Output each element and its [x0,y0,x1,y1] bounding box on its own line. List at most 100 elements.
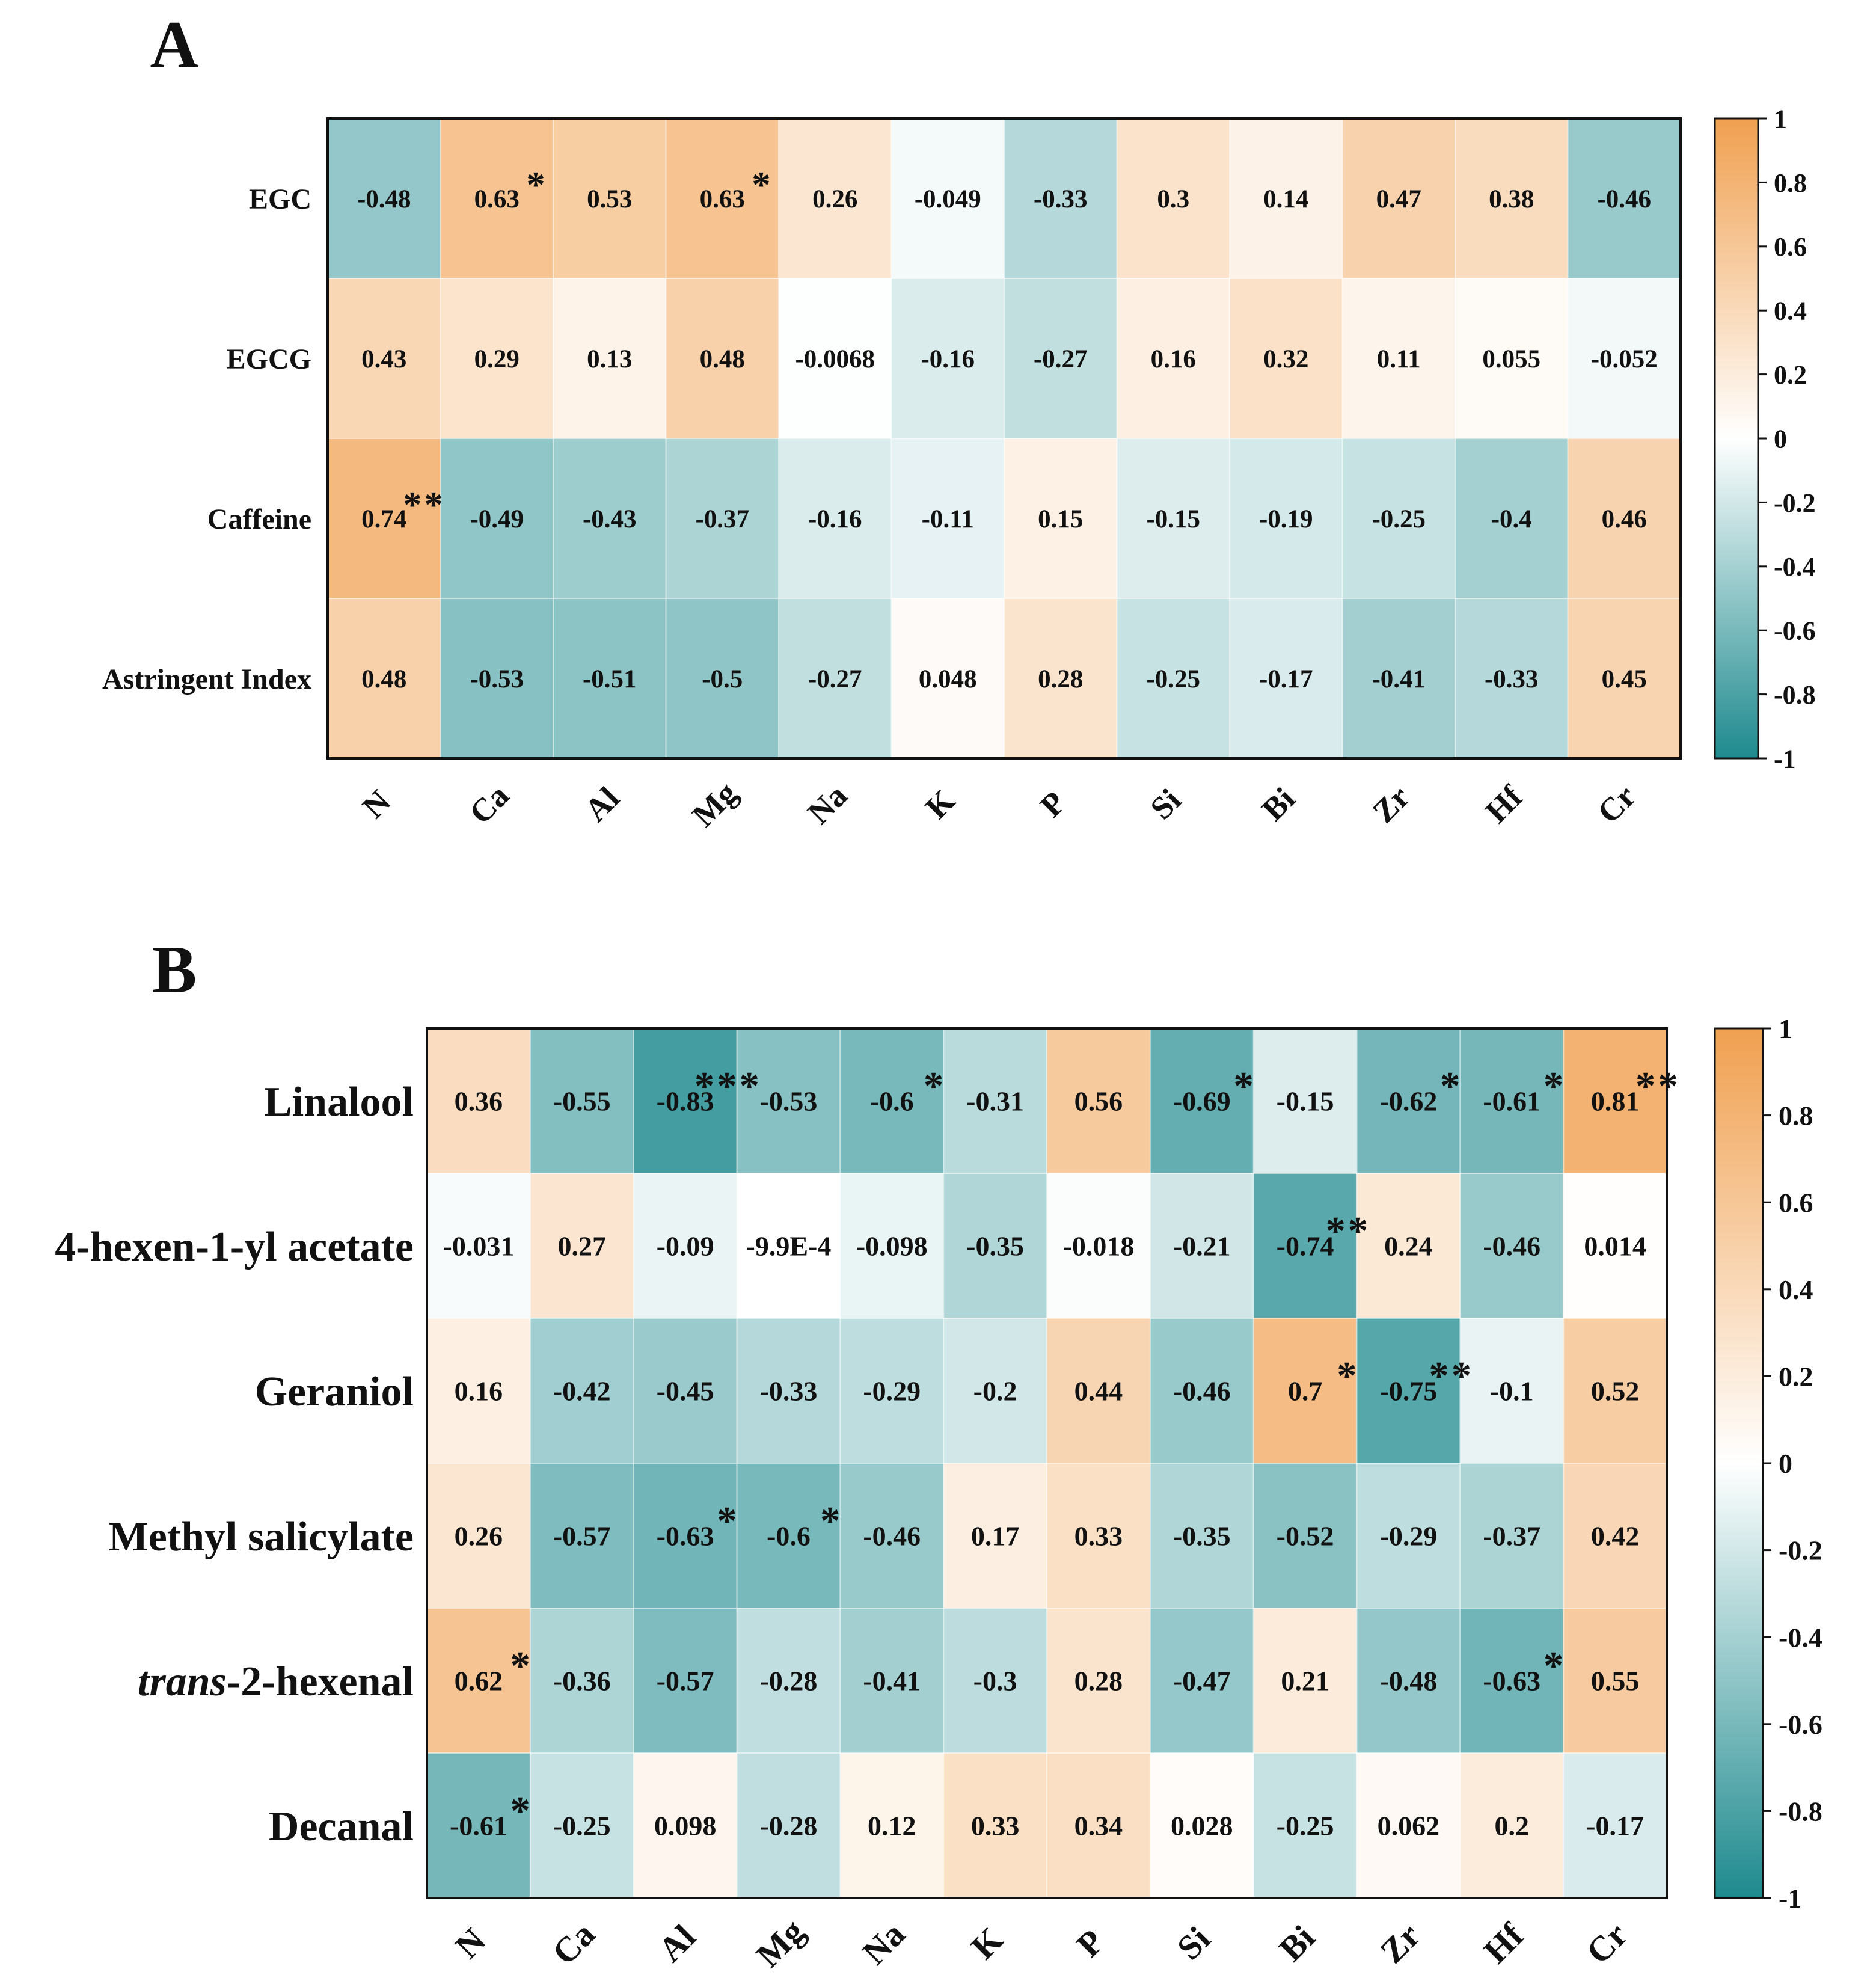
heatmap-cell [943,1463,1047,1609]
cell-value-label: -0.3 [973,1666,1017,1697]
heatmap-cell [427,1753,531,1899]
cell-value-label: 0.014 [1584,1231,1646,1262]
cell-value-label: -0.46 [1173,1376,1231,1407]
column-label: N [355,783,397,825]
colorbar-tick-label: 0.6 [1779,1187,1813,1218]
colorbar-tick-label: -0.4 [1774,552,1816,582]
heatmap-cell [328,278,441,439]
cell-value-label: -0.28 [760,1811,818,1841]
cell-value-label: 0.62 [455,1666,503,1697]
heatmap-cell [1460,1608,1564,1754]
significance-stars: * [510,1644,533,1688]
heatmap-cell [1563,1608,1667,1754]
colorbar-tick-label: 0 [1779,1448,1792,1479]
column-label: K [963,1920,1010,1967]
cell-value-label: -0.27 [1034,345,1088,373]
heatmap-cell [1230,438,1343,599]
cell-value-label: -0.75 [1380,1376,1438,1407]
cell-value-label: -0.46 [1597,185,1651,213]
cell-value-label: -0.69 [1173,1086,1231,1117]
heatmap-cell [427,1318,531,1464]
column-label: Si [1143,782,1188,826]
cell-value-label: -0.61 [1483,1086,1540,1117]
heatmap-cell [1460,1318,1564,1464]
heatmap-cell [1047,1173,1151,1319]
cell-value-label: 0.56 [1074,1086,1123,1117]
colorbar-tick-label: -0.8 [1774,680,1816,710]
cell-value-label: -0.45 [657,1376,714,1407]
column-label: Zr [1373,1915,1428,1971]
heatmap-cell [1004,118,1117,279]
heatmap-cell [1455,438,1568,599]
cell-value-label: 0.33 [971,1811,1020,1841]
heatmap-cell [1253,1028,1357,1174]
heatmap-cell [1356,1028,1461,1174]
cell-value-label: -0.48 [357,185,411,213]
heatmap-cell [1150,1463,1254,1609]
heatmap-cell [737,1463,841,1609]
heatmap-cell [737,1028,841,1174]
cell-value-label: -0.42 [553,1376,611,1407]
heatmap-cell [666,118,779,279]
cell-value-label: -0.15 [1277,1086,1334,1117]
heatmap-cell [1460,1753,1564,1899]
cell-value-label: 0.055 [1482,345,1540,373]
panel-label: A [150,8,199,82]
row-label: trans-2-hexenal [138,1659,414,1705]
cell-value-label: -0.1 [1490,1376,1534,1407]
significance-stars: ** [1429,1354,1474,1398]
heatmap-cell [553,118,666,279]
significance-stars: ** [403,484,445,526]
row-label: EGC [249,183,311,215]
column-label: Ca [462,778,516,831]
column-label: Mg [685,775,744,834]
colorbar-tick-label: 0.2 [1779,1362,1813,1392]
cell-value-label: -0.21 [1173,1231,1231,1262]
cell-value-label: 0.12 [868,1811,916,1841]
heatmap-cell [1455,598,1568,759]
heatmap-cell [1004,278,1117,439]
cell-value-label: -0.63 [1483,1666,1540,1697]
heatmap-cell [553,598,666,759]
cell-value-label: -0.2 [973,1376,1017,1407]
heatmap-cell [1342,598,1456,759]
cell-value-label: -0.74 [1277,1231,1334,1262]
cell-value-label: -0.35 [1173,1521,1231,1552]
cell-value-label: 0.27 [558,1231,607,1262]
cell-value-label: -0.83 [657,1086,714,1117]
colorbar-tick-label: 0.4 [1774,296,1807,326]
heatmap-cell [1230,118,1343,279]
heatmap-cell [1047,1753,1151,1899]
cell-value-label: 0.29 [474,345,520,373]
column-label: Al [578,780,627,829]
heatmap-cell [1117,278,1230,439]
cell-value-label: 0.062 [1378,1811,1440,1841]
cell-value-label: -0.25 [1277,1811,1334,1841]
heatmap-cell [1356,1608,1461,1754]
heatmap-border [426,1027,1668,1899]
heatmap-cell [1356,1173,1461,1319]
heatmap-cell [1047,1318,1151,1464]
heatmap-cell [737,1318,841,1464]
cell-value-label: 0.52 [1591,1376,1640,1407]
heatmap-cell [840,1753,944,1899]
heatmap-cell [840,1173,944,1319]
heatmap-cell [779,598,892,759]
cell-value-label: 0.36 [455,1086,503,1117]
column-label: Zr [1366,779,1417,830]
cell-value-label: -0.35 [966,1231,1024,1262]
colorbar-tick-label: -0.4 [1779,1622,1822,1653]
cell-value-label: 0.2 [1495,1811,1530,1841]
heatmap-cell [891,438,1005,599]
heatmap-cell [530,1753,634,1899]
cell-value-label: -0.53 [470,665,524,693]
heatmap-cell [666,598,779,759]
colorbar-tick-label: -0.2 [1779,1535,1822,1566]
row-label: Decanal [269,1804,414,1850]
cell-value-label: 0.28 [1038,665,1083,693]
heatmap-cell [1568,278,1681,439]
cell-value-label: 0.16 [455,1376,503,1407]
heatmap-cell [328,118,441,279]
colorbar-tick-label: 0.8 [1774,168,1807,198]
colorbar-tick-label: -0.2 [1774,488,1816,518]
